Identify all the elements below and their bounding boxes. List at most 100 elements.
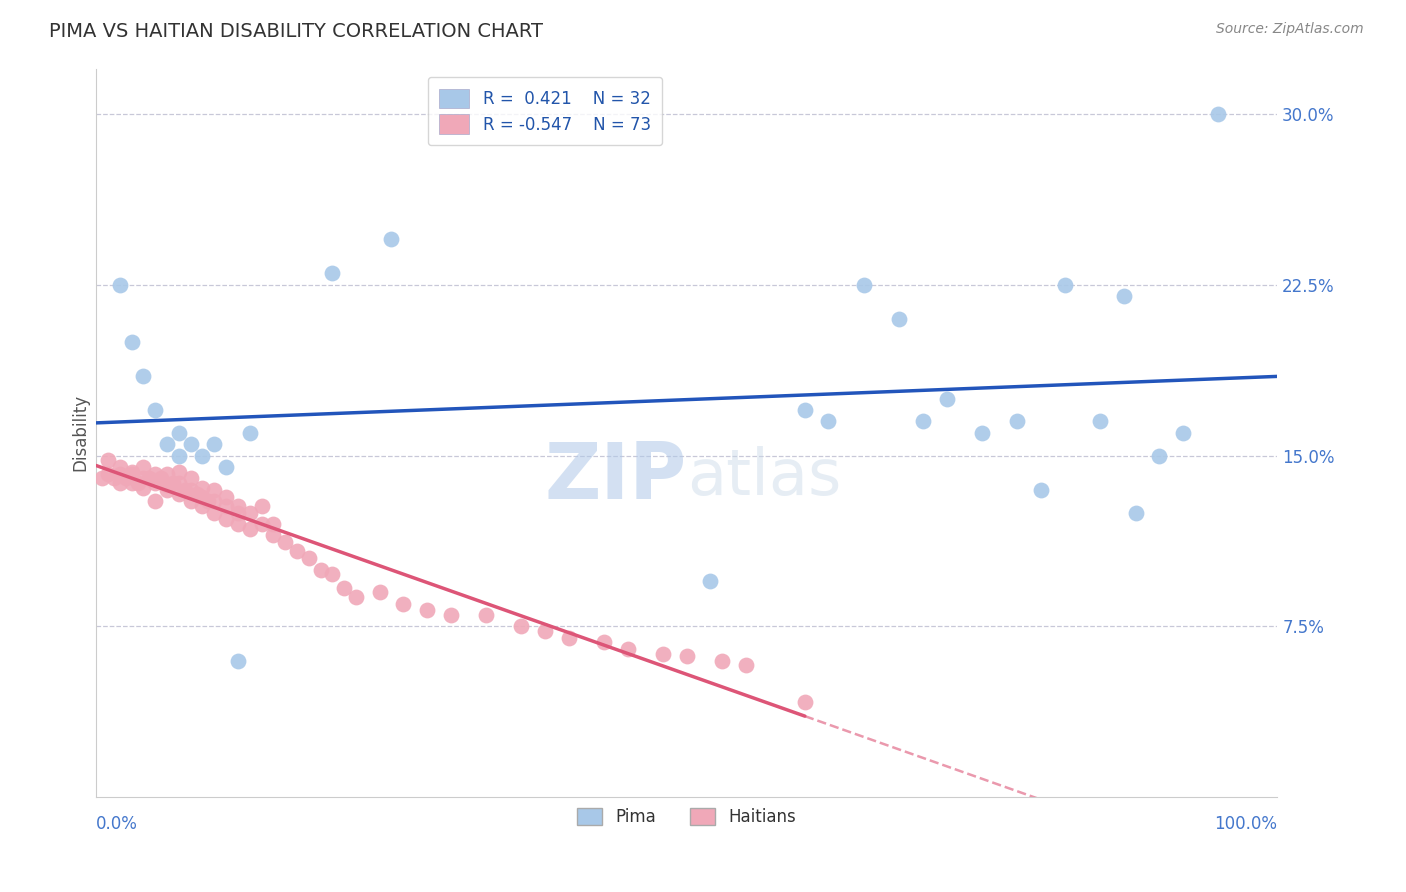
- Point: [114, 471, 136, 485]
- Point: [1206, 107, 1229, 121]
- Point: [180, 471, 202, 485]
- Point: [162, 475, 184, 490]
- Point: [699, 574, 721, 588]
- Point: [180, 483, 202, 497]
- Point: [1112, 289, 1135, 303]
- Point: [889, 312, 911, 326]
- Point: [202, 506, 225, 520]
- Point: [935, 392, 957, 406]
- Point: [186, 487, 208, 501]
- Point: [191, 490, 214, 504]
- Point: [226, 654, 249, 668]
- Point: [274, 535, 297, 549]
- Point: [226, 516, 249, 531]
- Text: PIMA VS HAITIAN DISABILITY CORRELATION CHART: PIMA VS HAITIAN DISABILITY CORRELATION C…: [49, 22, 543, 41]
- Point: [91, 471, 114, 485]
- Point: [121, 465, 143, 479]
- Point: [534, 624, 557, 638]
- Point: [250, 499, 273, 513]
- Point: [1171, 425, 1194, 440]
- Point: [711, 654, 734, 668]
- Point: [226, 499, 249, 513]
- Text: ZIP: ZIP: [544, 439, 686, 515]
- Point: [793, 695, 815, 709]
- Point: [215, 490, 238, 504]
- Point: [121, 475, 143, 490]
- Point: [226, 506, 249, 520]
- Point: [156, 483, 179, 497]
- Point: [97, 453, 120, 467]
- Point: [121, 467, 143, 481]
- Point: [239, 522, 262, 536]
- Point: [167, 475, 190, 490]
- Y-axis label: Disability: Disability: [72, 394, 89, 472]
- Point: [475, 608, 498, 623]
- Point: [321, 567, 343, 582]
- Point: [333, 581, 356, 595]
- Point: [167, 425, 190, 440]
- Text: Source: ZipAtlas.com: Source: ZipAtlas.com: [1216, 22, 1364, 37]
- Point: [108, 475, 131, 490]
- Point: [167, 449, 190, 463]
- Point: [285, 544, 308, 558]
- Point: [852, 277, 875, 292]
- Point: [439, 608, 461, 623]
- Text: 0.0%: 0.0%: [96, 815, 138, 833]
- Point: [202, 494, 225, 508]
- Point: [150, 471, 173, 485]
- Point: [593, 635, 616, 649]
- Point: [1007, 415, 1029, 429]
- Point: [127, 475, 149, 490]
- Point: [911, 415, 934, 429]
- Point: [734, 658, 756, 673]
- Point: [103, 471, 125, 485]
- Point: [380, 232, 402, 246]
- Point: [156, 467, 179, 481]
- Point: [262, 516, 284, 531]
- Point: [250, 516, 273, 531]
- Point: [1053, 277, 1076, 292]
- Point: [1088, 415, 1111, 429]
- Point: [616, 642, 638, 657]
- Text: atlas: atlas: [686, 446, 841, 508]
- Point: [97, 467, 120, 481]
- Point: [121, 334, 143, 349]
- Point: [652, 647, 675, 661]
- Point: [156, 437, 179, 451]
- Point: [262, 528, 284, 542]
- Point: [298, 551, 321, 566]
- Point: [143, 494, 166, 508]
- Text: 100.0%: 100.0%: [1215, 815, 1277, 833]
- Legend: Pima, Haitians: Pima, Haitians: [571, 801, 803, 832]
- Point: [970, 425, 993, 440]
- Point: [167, 465, 190, 479]
- Point: [108, 467, 131, 481]
- Point: [180, 437, 202, 451]
- Point: [239, 425, 262, 440]
- Point: [132, 471, 155, 485]
- Point: [191, 499, 214, 513]
- Point: [143, 467, 166, 481]
- Point: [1147, 449, 1170, 463]
- Point: [167, 487, 190, 501]
- Point: [1125, 506, 1147, 520]
- Point: [132, 368, 155, 383]
- Point: [197, 494, 219, 508]
- Point: [215, 512, 238, 526]
- Point: [108, 460, 131, 475]
- Point: [1029, 483, 1052, 497]
- Point: [416, 603, 439, 617]
- Point: [215, 499, 238, 513]
- Point: [793, 403, 815, 417]
- Point: [191, 449, 214, 463]
- Point: [392, 597, 415, 611]
- Point: [309, 562, 332, 576]
- Point: [817, 415, 839, 429]
- Point: [239, 506, 262, 520]
- Point: [108, 277, 131, 292]
- Point: [344, 590, 367, 604]
- Point: [510, 619, 533, 633]
- Point: [156, 478, 179, 492]
- Point: [202, 483, 225, 497]
- Point: [368, 585, 391, 599]
